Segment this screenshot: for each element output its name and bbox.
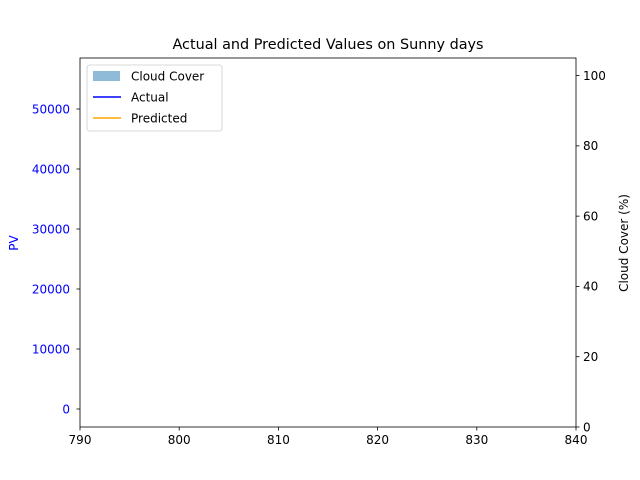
legend-label: Actual (131, 90, 169, 104)
y-left-tick-label: 40000 (32, 162, 70, 176)
x-tick-label: 800 (168, 433, 191, 447)
x-tick-label: 830 (465, 433, 488, 447)
y-axis-right-label: Cloud Cover (%) (617, 194, 631, 292)
legend: Cloud Cover Actual Predicted (86, 64, 223, 132)
y-left-tick-label: 10000 (32, 342, 70, 356)
y-right-tick-label: 80 (583, 139, 598, 153)
chart-title: Actual and Predicted Values on Sunny day… (172, 37, 483, 53)
y-left-tick-label: 20000 (32, 282, 70, 296)
legend-label: Predicted (131, 111, 187, 125)
x-axis: 790 800 810 820 830 840 (69, 427, 588, 447)
y-right-tick-label: 100 (583, 69, 606, 83)
axes-frame (79, 57, 577, 428)
x-tick-label: 790 (69, 433, 92, 447)
x-tick-label: 820 (366, 433, 389, 447)
legend-box (86, 64, 223, 132)
y-left-tick-label: 30000 (32, 222, 70, 236)
y-axis-left-label: PV (7, 234, 21, 250)
x-tick-label: 810 (267, 433, 290, 447)
y-right-tick-label: 20 (583, 350, 598, 364)
legend-swatch-bar (93, 71, 120, 81)
y-axis-right: 0 20 40 60 80 100 (576, 69, 606, 434)
y-left-tick-label: 50000 (32, 102, 70, 116)
y-right-tick-label: 0 (583, 420, 591, 434)
y-right-tick-label: 40 (583, 280, 598, 294)
y-right-tick-label: 60 (583, 209, 598, 223)
y-left-tick-label: 0 (62, 402, 70, 416)
legend-label: Cloud Cover (131, 69, 204, 83)
y-axis-left: 0 10000 20000 30000 40000 50000 (32, 102, 80, 416)
x-tick-label: 840 (565, 433, 588, 447)
